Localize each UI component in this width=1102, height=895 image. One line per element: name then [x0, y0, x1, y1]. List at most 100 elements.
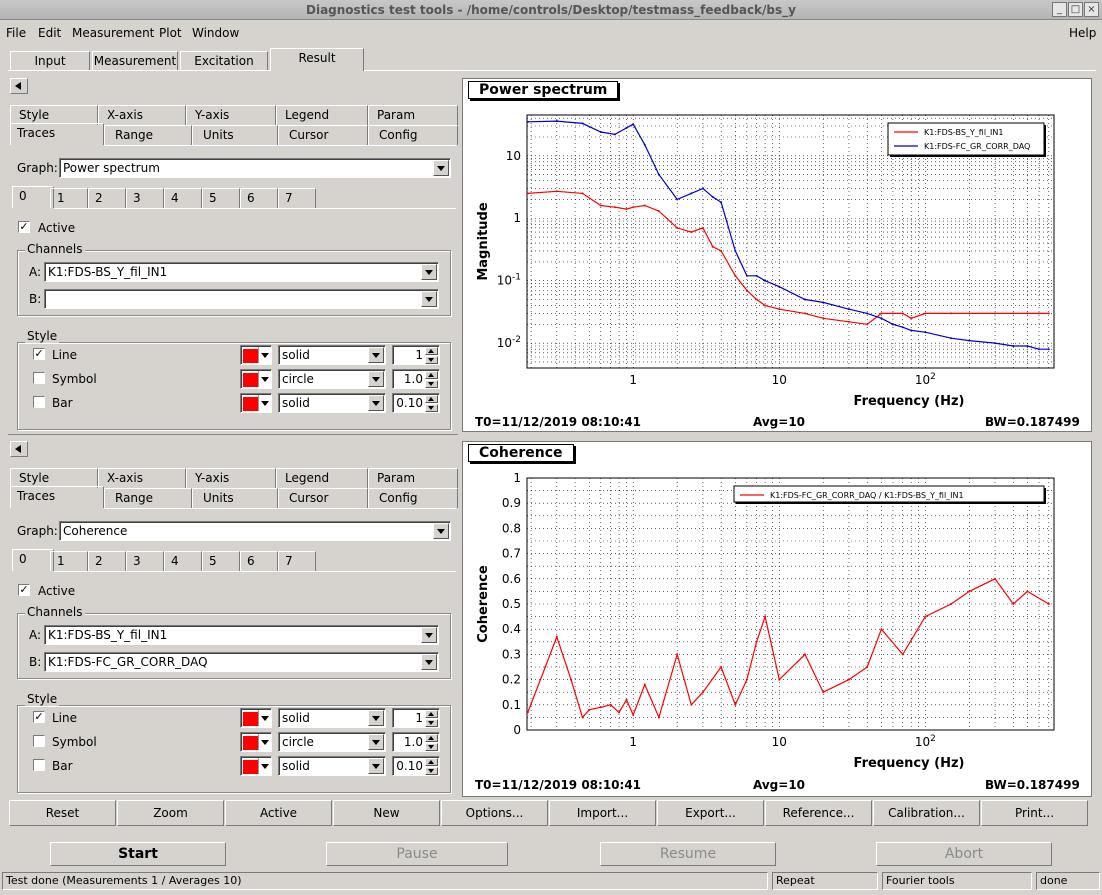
bar-color-select[interactable] — [240, 756, 272, 776]
arrow-down-icon[interactable] — [425, 767, 438, 775]
new-button[interactable]: New — [333, 800, 440, 826]
tab-cursor[interactable]: Cursor — [278, 125, 368, 145]
trace-tab-0[interactable]: 0 — [12, 186, 54, 208]
symbol-type-select[interactable]: circle — [278, 732, 386, 752]
arrow-up-icon[interactable] — [425, 710, 438, 718]
bar-width-stepper[interactable]: 0.10 — [392, 756, 440, 776]
tab-result[interactable]: Result — [270, 48, 364, 71]
tab-excitation[interactable]: Excitation — [180, 51, 268, 71]
menu-file[interactable]: File — [6, 26, 27, 40]
power-spectrum-chart[interactable]: 1 10 102 10-2 10-1 1 10 Frequency (Hz) Magnitude… — [463, 79, 1091, 431]
coherence-chart[interactable]: 1 10 102 0 0.1 0.2 0.3 0.4 0.5 0.6 0.7 0.8 0.9 1 Frequ… — [463, 442, 1091, 796]
tab-units[interactable]: Units — [192, 125, 278, 145]
symbol-color-select[interactable] — [240, 732, 272, 752]
tab-measurement[interactable]: Measurement — [92, 51, 178, 71]
print-button[interactable]: Print... — [981, 800, 1088, 826]
pause-button[interactable]: Pause — [326, 842, 508, 866]
line-checkbox[interactable]: ✓ — [33, 347, 45, 360]
line-color-select[interactable] — [240, 345, 272, 365]
tab-legend[interactable]: Legend — [276, 105, 368, 125]
close-icon[interactable]: × — [1084, 2, 1099, 17]
menu-edit[interactable]: Edit — [38, 26, 62, 40]
trace-tab-7[interactable]: 7 — [278, 188, 316, 208]
bar-width-stepper[interactable]: 0.10 — [392, 393, 440, 413]
tab-input[interactable]: Input — [10, 51, 90, 71]
tab-range[interactable]: Range — [104, 488, 192, 508]
arrow-down-icon[interactable] — [425, 404, 438, 412]
trace-tab-4[interactable]: 4 — [164, 188, 202, 208]
channel-b-select[interactable] — [44, 289, 439, 309]
calibration-button[interactable]: Calibration... — [873, 800, 980, 826]
channel-b-select[interactable]: K1:FDS-FC_GR_CORR_DAQ — [44, 652, 439, 672]
line-width-stepper[interactable]: 1 — [392, 345, 440, 365]
active-button[interactable]: Active — [225, 800, 332, 826]
options-button[interactable]: Options... — [441, 800, 548, 826]
graph-select[interactable]: Power spectrum — [59, 158, 451, 178]
arrow-down-icon[interactable] — [425, 719, 438, 727]
bar-color-select[interactable] — [240, 393, 272, 413]
tab-traces[interactable]: Traces — [10, 123, 104, 145]
bar-type-select[interactable]: solid — [278, 393, 386, 413]
active-checkbox[interactable]: ✓ — [18, 583, 30, 596]
reset-button[interactable]: Reset — [9, 800, 116, 826]
arrow-up-icon[interactable] — [425, 371, 438, 379]
abort-button[interactable]: Abort — [876, 842, 1052, 866]
line-width-stepper[interactable]: 1 — [392, 708, 440, 728]
export-button[interactable]: Export... — [657, 800, 764, 826]
channel-a-select[interactable]: K1:FDS-BS_Y_fil_IN1 — [44, 262, 439, 282]
graph-select[interactable]: Coherence — [59, 521, 451, 541]
symbol-checkbox[interactable] — [33, 372, 45, 384]
trace-tab-6[interactable]: 6 — [240, 551, 278, 571]
tab-traces[interactable]: Traces — [10, 486, 104, 508]
line-checkbox[interactable]: ✓ — [33, 710, 45, 723]
active-checkbox[interactable]: ✓ — [18, 220, 30, 233]
trace-tab-1[interactable]: 1 — [50, 551, 88, 571]
tab-param[interactable]: Param — [368, 105, 458, 125]
line-type-select[interactable]: solid — [278, 345, 386, 365]
maximize-icon[interactable]: □ — [1068, 2, 1083, 17]
symbol-checkbox[interactable] — [33, 735, 45, 747]
trace-tab-3[interactable]: 3 — [126, 188, 164, 208]
import-button[interactable]: Import... — [549, 800, 656, 826]
menu-measurement[interactable]: Measurement — [72, 26, 155, 40]
reference-button[interactable]: Reference... — [765, 800, 872, 826]
arrow-up-icon[interactable] — [425, 758, 438, 766]
tab-config[interactable]: Config — [368, 125, 458, 145]
symbol-width-stepper[interactable]: 1.0 — [392, 732, 440, 752]
symbol-color-select[interactable] — [240, 369, 272, 389]
trace-tab-5[interactable]: 5 — [202, 551, 240, 571]
tab-param[interactable]: Param — [368, 468, 458, 488]
zoom-button[interactable]: Zoom — [117, 800, 224, 826]
tab-cursor[interactable]: Cursor — [278, 488, 368, 508]
trace-tab-0[interactable]: 0 — [12, 549, 54, 571]
menu-plot[interactable]: Plot — [159, 26, 182, 40]
symbol-width-stepper[interactable]: 1.0 — [392, 369, 440, 389]
tab-range[interactable]: Range — [104, 125, 192, 145]
tab-x-axis[interactable]: X-axis — [98, 105, 186, 125]
trace-tab-4[interactable]: 4 — [164, 551, 202, 571]
channel-a-select[interactable]: K1:FDS-BS_Y_fil_IN1 — [44, 625, 439, 645]
arrow-up-icon[interactable] — [425, 734, 438, 742]
symbol-type-select[interactable]: circle — [278, 369, 386, 389]
bar-checkbox[interactable] — [33, 759, 45, 771]
line-type-select[interactable]: solid — [278, 708, 386, 728]
arrow-down-icon[interactable] — [425, 356, 438, 364]
collapse-arrow-icon[interactable] — [10, 78, 28, 94]
trace-tab-2[interactable]: 2 — [88, 188, 126, 208]
trace-tab-2[interactable]: 2 — [88, 551, 126, 571]
minimize-icon[interactable]: _ — [1052, 2, 1067, 17]
tab-style[interactable]: Style — [10, 105, 98, 125]
arrow-down-icon[interactable] — [425, 380, 438, 388]
trace-tab-7[interactable]: 7 — [278, 551, 316, 571]
tab-style[interactable]: Style — [10, 468, 98, 488]
line-color-select[interactable] — [240, 708, 272, 728]
trace-tab-6[interactable]: 6 — [240, 188, 278, 208]
arrow-up-icon[interactable] — [425, 347, 438, 355]
tab-units[interactable]: Units — [192, 488, 278, 508]
trace-tab-5[interactable]: 5 — [202, 188, 240, 208]
tab-config[interactable]: Config — [368, 488, 458, 508]
menu-help[interactable]: Help — [1069, 26, 1097, 40]
bar-checkbox[interactable] — [33, 396, 45, 408]
resume-button[interactable]: Resume — [600, 842, 776, 866]
arrow-down-icon[interactable] — [425, 743, 438, 751]
